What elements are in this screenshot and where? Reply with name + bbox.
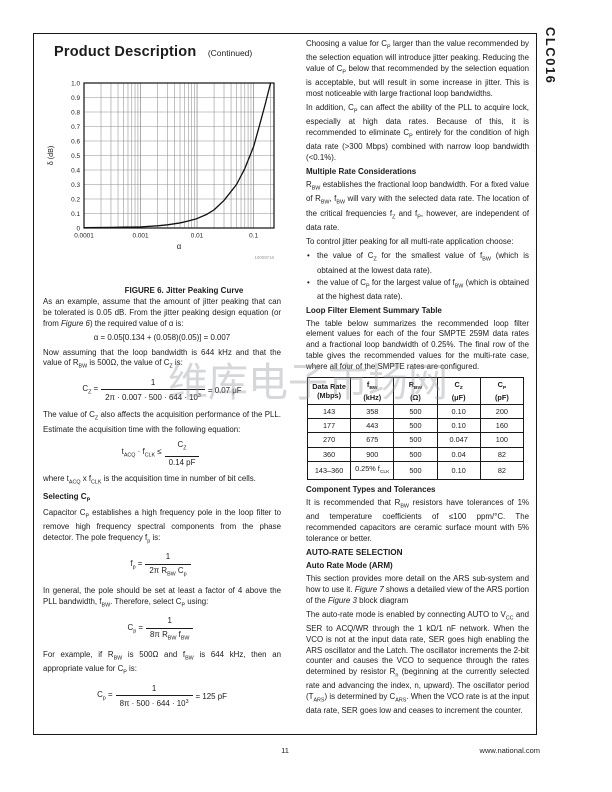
page-title: Product Description: [54, 44, 197, 60]
table-row: 270 675 500 0.047 100: [306, 432, 525, 448]
paragraph: To control jitter peaking for all multi-…: [306, 237, 514, 247]
table-cell: 200: [479, 404, 525, 420]
svg-text:0.3: 0.3: [71, 182, 80, 189]
svg-text:0: 0: [76, 225, 80, 232]
table-cell: 0.04: [436, 446, 481, 462]
table-cell: 270: [306, 432, 352, 448]
paragraph: The value of CZ also affects the acquisi…: [43, 410, 281, 434]
paragraph: Choosing a value for CP larger than the …: [306, 39, 529, 98]
table-cell: 143: [306, 404, 352, 420]
table-cell: 0.10: [436, 460, 481, 481]
table-header-cell: Data Rate (Mbps): [306, 376, 352, 406]
table-cell: 900: [350, 446, 395, 462]
equation-cz: CZ = 1 2π · 0.007 · 500 · 644 · 103 = 0.0…: [82, 377, 242, 403]
svg-text:0.001: 0.001: [133, 233, 149, 240]
page-title-continued: (Continued): [207, 48, 253, 58]
svg-text:0.4: 0.4: [71, 167, 80, 174]
paragraph: Capacitor CP establishes a high frequenc…: [43, 508, 281, 545]
svg-text:0.1: 0.1: [71, 211, 80, 218]
svg-text:0.2: 0.2: [71, 196, 80, 203]
paragraph: For example, if RBW is 500Ω and fBW is 6…: [43, 650, 281, 676]
heading-tolerances: Component Types and Tolerances: [306, 485, 436, 495]
table-row: 360 900 500 0.04 82: [306, 446, 525, 462]
paragraph: It is recommended that RBW resistors hav…: [306, 497, 529, 543]
table-cell: 500: [393, 404, 438, 420]
paragraph: In general, the pole should be set at le…: [43, 586, 281, 609]
table-cell: 0.10: [436, 404, 481, 420]
paragraph: The table below summarizes the recommend…: [306, 318, 529, 371]
summary-table: Data Rate (Mbps) fBW (kHz) RBW (Ω) CZ (μF) CP (pF…: [306, 376, 525, 481]
table-cell: 100: [479, 432, 525, 448]
paragraph: This section provides more detail on the…: [306, 574, 530, 605]
jitter-peaking-chart: 0 0.1 0.2 0.3 0.4 0.5 0.6 0.7 0.8 0.9 1.0 0.0001 0.0…: [46, 80, 275, 260]
table-header-cell: fBW (kHz): [350, 376, 395, 406]
svg-text:0.7: 0.7: [71, 124, 80, 131]
bullet-item: the value of CZ for the smallest value o…: [306, 251, 529, 276]
equation-tacq: tACQ · fCLK ≤ CZ 0.14 pF: [43, 440, 281, 468]
table-cell: 143–360: [306, 460, 352, 481]
table-row: 143–360 0.25% fCLK 500 0.10 82: [306, 460, 525, 481]
table-cell: 82: [479, 446, 525, 462]
table-cell: 358: [350, 404, 395, 420]
section-title-row: Product Description (Continued): [54, 43, 252, 61]
x-axis-label: α: [177, 242, 182, 251]
table-cell: 500: [393, 418, 438, 434]
svg-text:0.0001: 0.0001: [74, 233, 94, 240]
figure-code: 10008718: [254, 255, 274, 260]
footer-website: www.national.com: [479, 746, 540, 755]
svg-text:0.1: 0.1: [249, 233, 258, 240]
summary-table-body: 143 358 500 0.10 200 177 443 500 0.10 160 270 675 50…: [306, 404, 525, 481]
table-cell: 0.25% fCLK: [350, 460, 395, 481]
table-cell: 82: [479, 460, 525, 481]
equation-cp-value: Cp = 1 8π · 500 · 644 · 103 = 125 pF: [97, 683, 227, 709]
table-cell: 360: [306, 446, 352, 462]
table-header-cell: CP (pF): [479, 376, 525, 406]
equation-cp-rule: Cp = 1 8π RBW fBW: [43, 616, 281, 644]
table-header-cell: RBW (Ω): [393, 376, 438, 406]
table-header-cell: CZ (μF): [436, 376, 481, 406]
paragraph: where tACQ x fCLK is the acquisition tim…: [43, 474, 256, 486]
heading-auto-rate-mode: Auto Rate Mode (ARM): [306, 561, 393, 571]
left-column: As an example, assume that the amount of…: [43, 297, 281, 716]
equation-alpha: α = 0.05[0.134 + (0.058)(0.05)] = 0.007: [93, 332, 231, 342]
table-cell: 500: [393, 460, 438, 481]
content-border-box: Product Description (Continued) 0 0.1 0.2 0…: [33, 33, 537, 735]
paragraph: Now assuming that the loop bandwidth is …: [43, 347, 281, 370]
paragraph: RBW establishes the fractional loop band…: [306, 180, 530, 232]
summary-table-head: Data Rate (Mbps) fBW (kHz) RBW (Ω) CZ (μF) CP (pF…: [306, 376, 525, 406]
svg-text:0.5: 0.5: [71, 153, 80, 160]
figure-caption: FIGURE 6. Jitter Peaking Curve: [124, 286, 244, 295]
paragraph: The auto-rate mode is enabled by connect…: [306, 609, 529, 716]
table-cell: 500: [393, 432, 438, 448]
paragraph: As an example, assume that the amount of…: [43, 297, 281, 328]
table-cell: 0.047: [436, 432, 481, 448]
footer-page-number: 11: [281, 746, 289, 755]
heading-multi-rate: Multiple Rate Considerations: [306, 167, 417, 177]
svg-text:0.9: 0.9: [71, 95, 80, 102]
equation-fp: fp = 1 2π RBW Cp: [43, 552, 281, 580]
part-number-label: CLC016: [543, 27, 558, 85]
table-row: 177 443 500 0.10 160: [306, 418, 525, 434]
table-cell: 0.10: [436, 418, 481, 434]
heading-selecting-cp: Selecting CP: [43, 492, 91, 504]
table-cell: 675: [350, 432, 395, 448]
table-cell: 443: [350, 418, 395, 434]
svg-text:1.0: 1.0: [71, 80, 80, 87]
table-cell: 160: [479, 418, 525, 434]
table-header-row: Data Rate (Mbps) fBW (kHz) RBW (Ω) CZ (μF) CP (pF…: [306, 376, 525, 406]
table-cell: 177: [306, 418, 352, 434]
heading-loop-filter-table: Loop Filter Element Summary Table: [306, 305, 442, 315]
heading-auto-rate-selection: AUTO-RATE SELECTION: [306, 547, 403, 557]
svg-text:0.8: 0.8: [71, 109, 80, 116]
table-cell: 500: [393, 446, 438, 462]
table-row: 143 358 500 0.10 200: [306, 404, 525, 420]
bullet-item: the value of CP for the largest value of…: [306, 278, 529, 303]
bullet-list: the value of CZ for the smallest value o…: [306, 251, 529, 302]
paragraph: In addition, CP can affect the ability o…: [306, 103, 529, 163]
y-axis-label: δ (dB): [46, 146, 55, 166]
svg-text:0.6: 0.6: [71, 138, 80, 145]
right-column: Choosing a value for CP larger than the …: [306, 39, 529, 721]
svg-text:0.01: 0.01: [191, 233, 204, 240]
